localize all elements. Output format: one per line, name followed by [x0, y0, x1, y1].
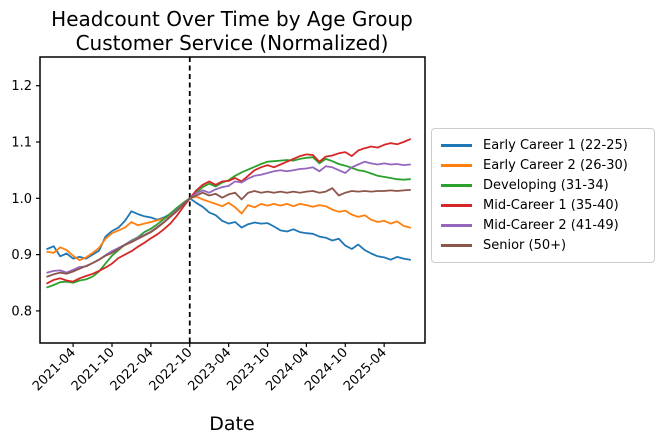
series-line-developing-31-34 — [46, 156, 412, 289]
series-line-early-career-2-26-30 — [46, 195, 412, 262]
legend-line-swatch — [441, 224, 472, 227]
y-tick-label: 0.9 — [11, 248, 32, 263]
legend-line-swatch — [441, 204, 472, 207]
y-tick-label: 1.2 — [11, 79, 32, 94]
legend-item: Early Career 1 (22-25) — [441, 138, 645, 153]
legend: Early Career 1 (22-25) Early Career 2 (26… — [431, 128, 655, 263]
legend-label: Early Career 1 (22-25) — [483, 138, 628, 153]
legend-line-swatch — [441, 144, 472, 147]
legend-item: Early Career 2 (26-30) — [441, 158, 645, 173]
legend-label: Early Career 2 (26-30) — [483, 158, 628, 173]
legend-item: Senior (50+) — [441, 238, 645, 253]
series-line-mid-career-2-41-49 — [46, 160, 412, 274]
chart-title: Headcount Over Time by Age Group — [51, 7, 413, 31]
legend-label: Mid-Career 1 (35-40) — [483, 198, 619, 213]
legend-line-swatch — [441, 184, 472, 187]
legend-line-swatch — [441, 244, 472, 247]
y-tick-label: 1.0 — [11, 192, 32, 207]
legend-label: Senior (50+) — [483, 238, 567, 253]
y-tick-label: 0.8 — [11, 304, 32, 319]
x-axis-title: Date — [209, 413, 254, 435]
plot-area: 0.80.91.01.11.22021-042021-102022-042022… — [11, 56, 426, 394]
legend-line-swatch — [441, 164, 472, 167]
series-line-mid-career-1-35-40 — [46, 138, 412, 285]
chart-subtitle: Customer Service (Normalized) — [76, 31, 389, 55]
plot-frame — [39, 56, 426, 344]
legend-item: Developing (31-34) — [441, 178, 645, 193]
series-line-early-career-1-22-25 — [46, 197, 412, 261]
legend-label: Mid-Career 2 (41-49) — [483, 218, 619, 233]
legend-label: Developing (31-34) — [483, 178, 609, 193]
series-line-senior-50 — [46, 187, 412, 278]
x-tick-label: 2025-04 — [341, 345, 390, 394]
legend-item: Mid-Career 1 (35-40) — [441, 198, 645, 213]
y-tick-label: 1.1 — [11, 136, 32, 151]
legend-item: Mid-Career 2 (41-49) — [441, 218, 645, 233]
